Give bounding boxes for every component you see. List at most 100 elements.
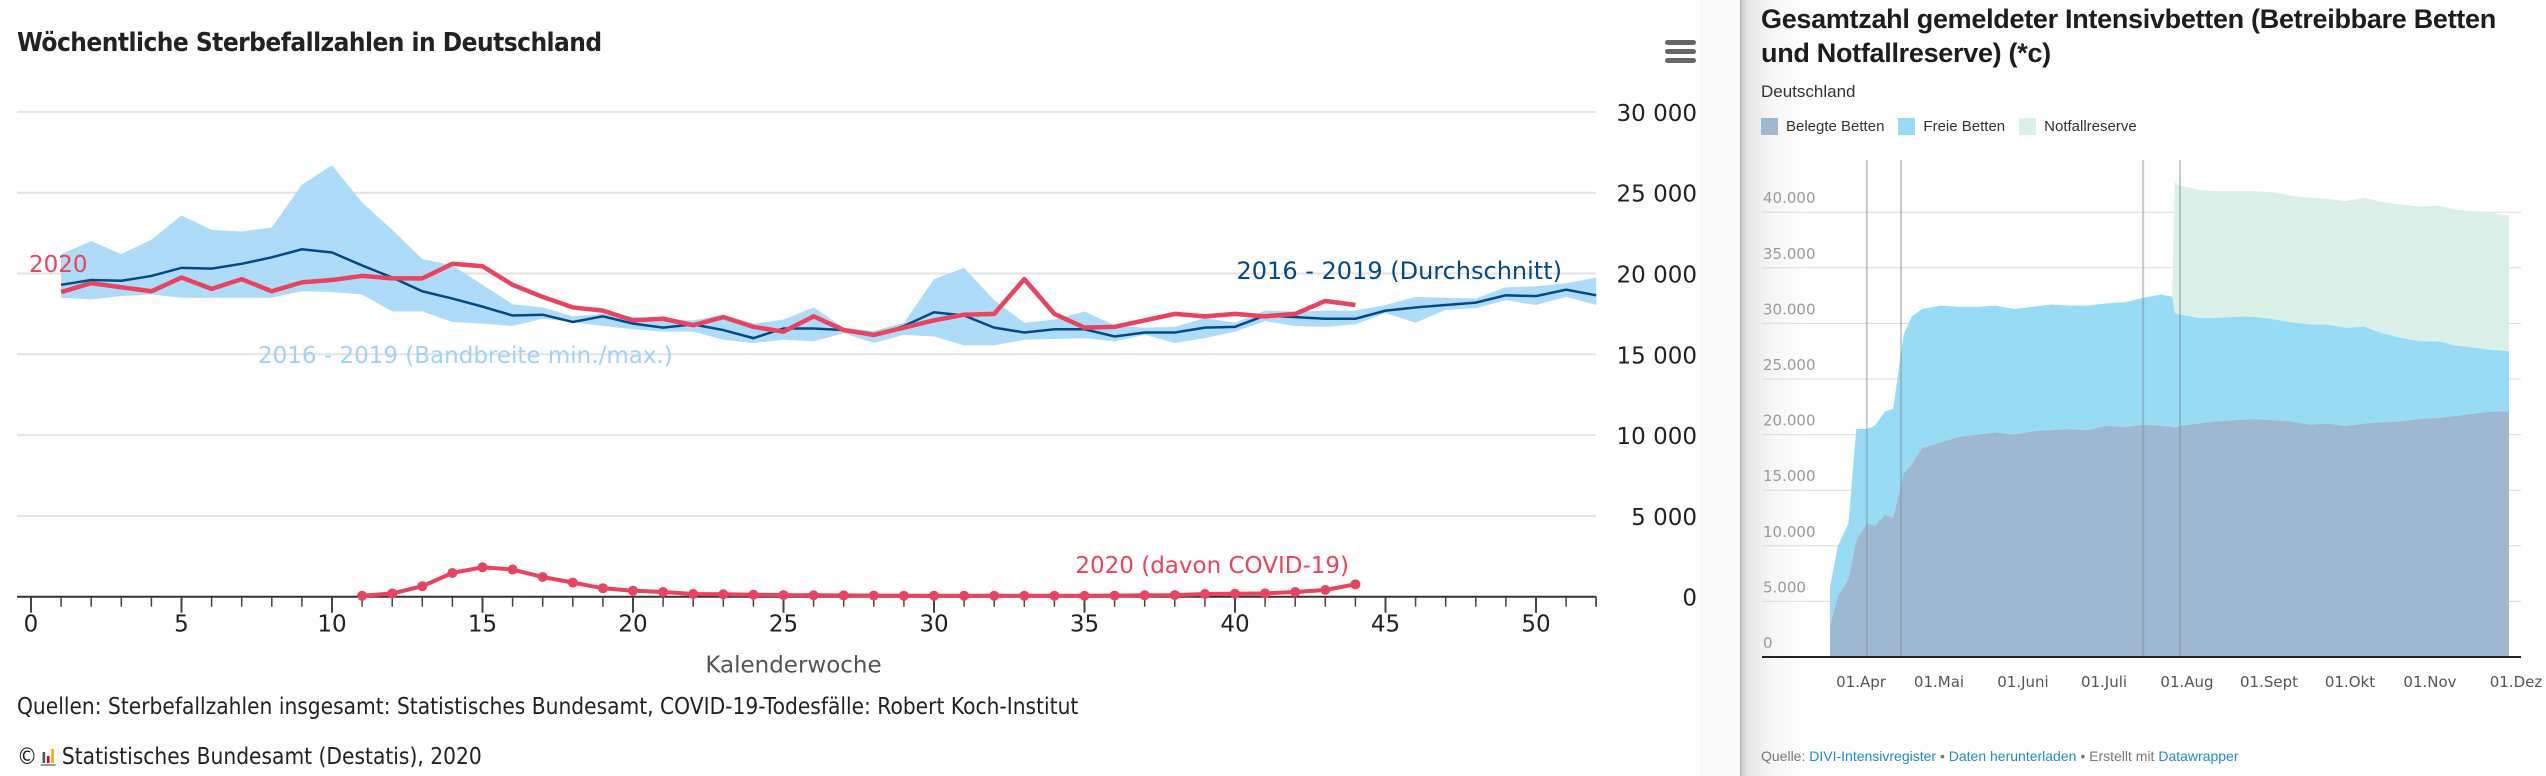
destatis-logo-icon <box>40 748 57 766</box>
x-tick-label: 01.Apr <box>1836 673 1887 691</box>
hamburger-menu-icon[interactable] <box>1663 36 1699 66</box>
series-label-average: 2016 - 2019 (Durchschnitt) <box>1237 257 1562 285</box>
legend-swatch <box>1761 118 1778 135</box>
covid-point <box>567 577 578 588</box>
legend-item-notfall: Notfallreserve <box>2019 118 2137 135</box>
covid-point <box>1260 588 1271 599</box>
x-tick-label: 15 <box>468 612 497 638</box>
y-tick-label: 25.000 <box>1763 356 1816 374</box>
covid-point <box>718 589 729 600</box>
x-tick-label: 25 <box>769 612 798 638</box>
chart-title: Wöchentliche Sterbefallzahlen in Deutsch… <box>17 28 602 58</box>
source-note: Quellen: Sterbefallzahlen insgesamt: Sta… <box>17 694 1079 720</box>
x-tick-label: 45 <box>1371 612 1400 638</box>
covid-point <box>929 590 939 601</box>
y-tick-label: 30 000 <box>1617 101 1697 127</box>
y-tick-label: 15 000 <box>1617 343 1697 369</box>
covid-point <box>898 590 909 601</box>
icu-legend: Belegte Betten Freie Betten Notfallreser… <box>1761 118 2137 135</box>
covid-line <box>361 565 1356 598</box>
average-line <box>60 247 1597 340</box>
x-tick-label: 01.Dez <box>2490 673 2543 691</box>
x-tick-label: 01.Sept <box>2240 673 2298 691</box>
x-tick-label: 5 <box>174 612 189 638</box>
x-tick-label: 01.Juni <box>1997 673 2048 691</box>
y-tick-label: 0 <box>1682 586 1697 612</box>
covid-point <box>477 562 488 573</box>
source-link[interactable]: DIVI-Intensivregister <box>1809 748 1937 764</box>
footer-separator: • <box>1939 748 1945 764</box>
covid-point <box>1230 588 1240 599</box>
area-notfallreserve <box>2172 182 2509 352</box>
series-label-covid: 2020 (davon COVID-19) <box>1075 553 1349 579</box>
y-tick-label: 5.000 <box>1763 578 1806 596</box>
mortality-chart: 0 5 000 10 000 15 000 20 000 25 000 30 000 0 5 10… <box>17 101 1697 679</box>
covid-point <box>1049 590 1060 601</box>
x-tick-label: 01.Mai <box>1914 673 1964 691</box>
y-tick-label: 20.000 <box>1763 412 1816 430</box>
legend-item-belegte: Belegte Betten <box>1761 118 1884 135</box>
covid-point <box>1079 590 1090 601</box>
legend-swatch <box>2019 118 2037 135</box>
icu-beds-panel: Gesamtzahl gemeldeter Intensivbetten (Be… <box>1740 0 2546 776</box>
y-tick-label: 0 <box>1763 634 1773 652</box>
y-tick-label: 15.000 <box>1763 467 1816 485</box>
y-tick-label: 30.000 <box>1763 300 1816 318</box>
covid-point <box>447 567 458 578</box>
legend-label: Freie Betten <box>1923 118 2006 135</box>
icu-chart: 0 5.000 10.000 15.000 20.000 25.000 30.000 35.0… <box>1762 160 2543 691</box>
line-2020 <box>60 261 1356 338</box>
icu-chart-subtitle: Deutschland <box>1761 82 1856 101</box>
x-tick-label: 40 <box>1220 612 1249 638</box>
covid-point <box>688 588 699 599</box>
y-tick-label: 20 000 <box>1617 263 1697 289</box>
band-min-max-area <box>61 165 1597 346</box>
legend-label: Notfallreserve <box>2044 118 2137 135</box>
footer-separator: • <box>2080 748 2086 764</box>
series-label-2020: 2020 <box>29 252 88 278</box>
x-tick-label: 35 <box>1070 612 1099 638</box>
legend-label: Belegte Betten <box>1786 118 1885 135</box>
footer-made-with: Erstellt mit <box>2089 748 2155 764</box>
area-belegte-betten <box>1830 411 2509 657</box>
y-tick-label: 10 000 <box>1617 424 1697 450</box>
covid-point <box>989 590 1000 601</box>
covid-point <box>507 564 518 575</box>
datawrapper-link[interactable]: Datawrapper <box>2158 748 2239 764</box>
icu-chart-title: Gesamtzahl gemeldeter Intensivbetten (Be… <box>1761 4 2496 68</box>
x-tick-label: 01.Aug <box>2160 673 2213 691</box>
copyright-text: Statistisches Bundesamt (Destatis), 2020 <box>61 744 482 770</box>
covid-point <box>658 587 669 598</box>
x-tick-label: 01.Nov <box>2403 673 2456 691</box>
covid-point <box>628 585 638 596</box>
panel-gap <box>1700 0 1740 776</box>
x-tick-label: 20 <box>618 612 647 638</box>
icu-footer: Quelle: DIVI-Intensivregister • Daten he… <box>1761 748 2239 764</box>
y-tick-label: 5 000 <box>1631 505 1697 531</box>
x-tick-label: 01.Okt <box>2325 673 2375 691</box>
covid-point <box>1199 589 1210 600</box>
legend-swatch <box>1898 118 1916 135</box>
x-axis-title: Kalenderwoche <box>705 653 881 679</box>
covid-point <box>748 589 759 600</box>
download-data-link[interactable]: Daten herunterladen <box>1948 748 2077 764</box>
covid-point <box>1139 590 1150 601</box>
legend-item-freie: Freie Betten <box>1898 118 2005 135</box>
series-label-band: 2016 - 2019 (Bandbreite min./max.) <box>258 343 673 369</box>
x-tick-label: 50 <box>1521 612 1550 638</box>
y-tick-label: 25 000 <box>1617 182 1697 208</box>
covid-point <box>1350 579 1361 590</box>
covid-point <box>959 590 970 601</box>
copyright-line: © Statistisches Bundesamt (Destatis), 20… <box>17 744 482 770</box>
covid-point <box>537 571 548 582</box>
covid-point <box>417 581 428 592</box>
covid-point <box>838 590 849 601</box>
covid-point <box>868 590 879 601</box>
x-tick-label: 01.Juli <box>2081 673 2127 691</box>
covid-point <box>778 590 789 601</box>
covid-point <box>1019 590 1030 601</box>
covid-point <box>808 590 819 601</box>
y-tick-label: 40.000 <box>1763 189 1816 207</box>
covid-point <box>597 583 608 594</box>
covid-point <box>357 590 368 601</box>
